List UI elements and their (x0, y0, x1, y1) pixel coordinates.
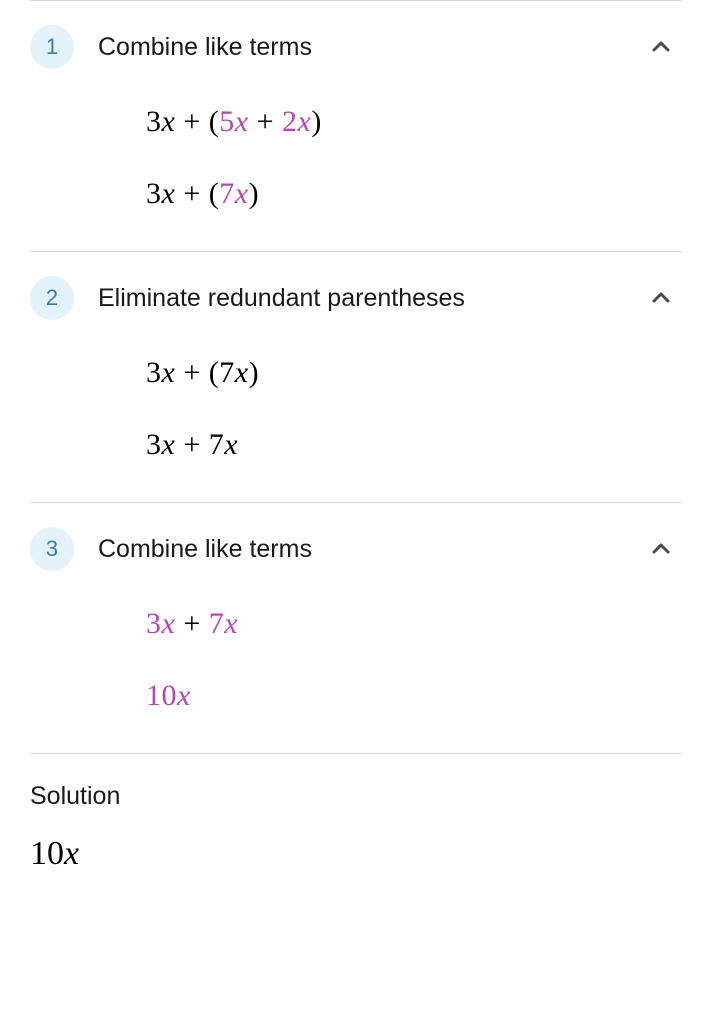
chevron-up-icon[interactable] (649, 286, 673, 310)
math-expression: 3x + (7x) (146, 177, 681, 211)
step-title: Eliminate redundant parentheses (98, 284, 625, 313)
math-expression: 3x + 7x (146, 428, 681, 462)
math-expression: 3x + (5x + 2x) (146, 105, 681, 139)
solution-label: Solution (30, 782, 681, 811)
solution-section: Solution 10x (30, 753, 681, 909)
step-number-badge: 2 (30, 276, 74, 320)
chevron-up-icon[interactable] (649, 537, 673, 561)
chevron-up-icon[interactable] (649, 35, 673, 59)
solution-value: 10x (30, 835, 681, 873)
step-number-badge: 1 (30, 25, 74, 69)
step-body: 3x + (7x) 3x + 7x (30, 320, 681, 462)
step: 3 Combine like terms 3x + 7x 10x (30, 502, 681, 753)
math-expression: 3x + (7x) (146, 356, 681, 390)
step-header[interactable]: 3 Combine like terms (30, 527, 681, 571)
math-expression: 3x + 7x (146, 607, 681, 641)
step: 2 Eliminate redundant parentheses 3x + (7x… (30, 251, 681, 502)
step-title: Combine like terms (98, 535, 625, 564)
step-body: 3x + (5x + 2x) 3x + (7x) (30, 69, 681, 211)
step-header[interactable]: 1 Combine like terms (30, 25, 681, 69)
step-header[interactable]: 2 Eliminate redundant parentheses (30, 276, 681, 320)
steps-container: 1 Combine like terms 3x + (5x + 2x) 3x + (7… (0, 0, 711, 909)
math-expression: 10x (146, 679, 681, 713)
step: 1 Combine like terms 3x + (5x + 2x) 3x + (7… (30, 0, 681, 251)
step-body: 3x + 7x 10x (30, 571, 681, 713)
step-title: Combine like terms (98, 33, 625, 62)
step-number-badge: 3 (30, 527, 74, 571)
